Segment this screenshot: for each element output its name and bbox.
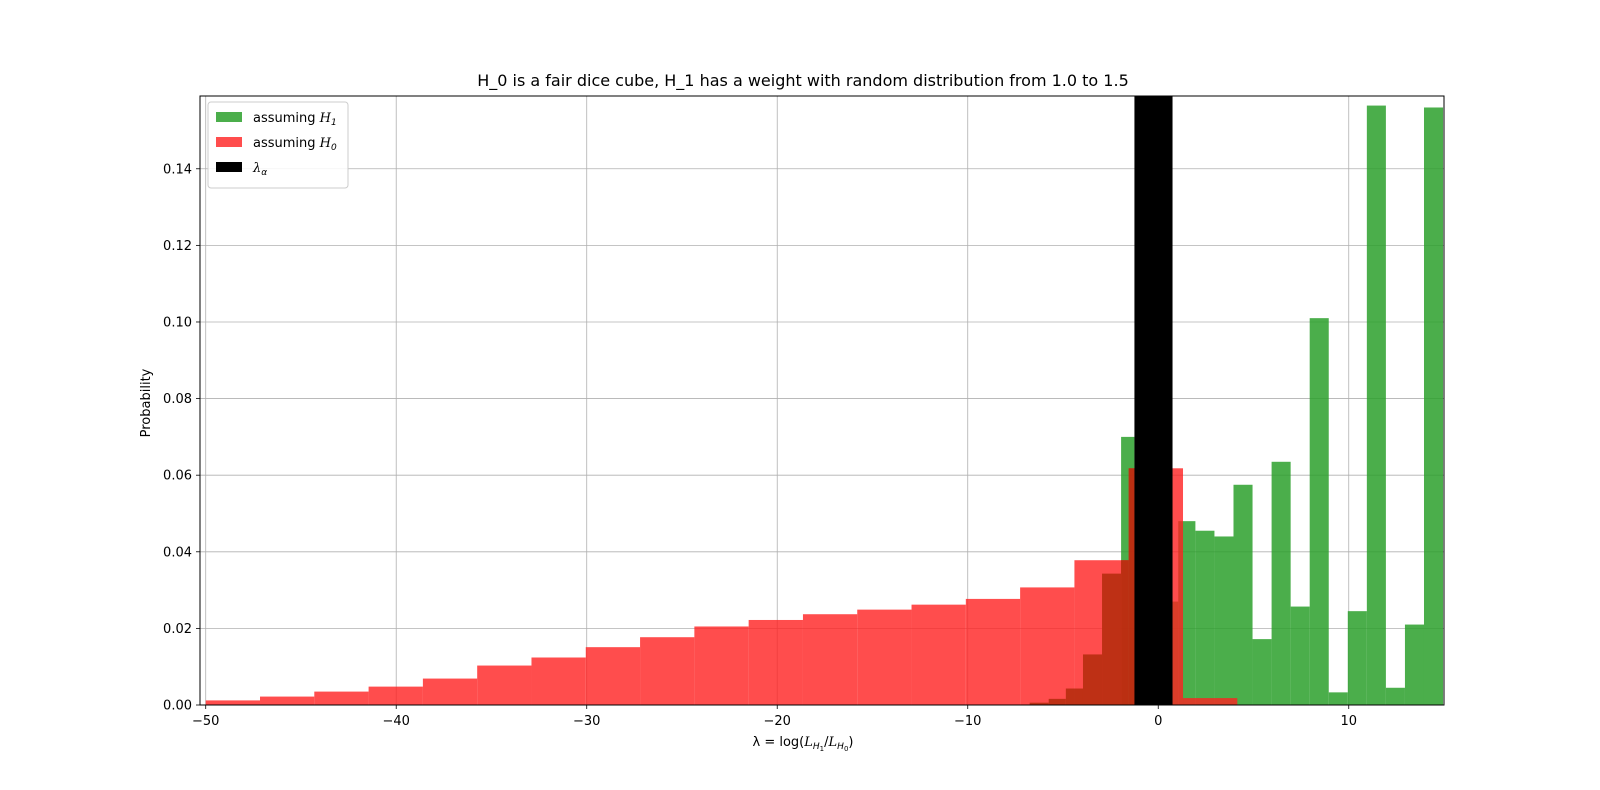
legend-symbol-lambda_alpha: λ [252, 161, 261, 176]
legend-subscript-h1: 1 [331, 118, 337, 128]
x-axis-label: λ = log(LH1/LH0) [753, 735, 854, 753]
x-tick-label: −50 [192, 714, 219, 729]
axes-frame [199, 95, 1445, 706]
bar-h0 [802, 614, 858, 705]
bar-h1 [1366, 105, 1386, 706]
x-tick-label: −40 [383, 714, 410, 729]
y-tick-label: 0.10 [163, 315, 192, 330]
x-axis-label-num-sub: H [813, 742, 820, 752]
bar-h1 [1309, 318, 1329, 705]
bar-h0 [477, 665, 532, 705]
legend-text-h0: assuming [253, 136, 320, 151]
bar-h1_cross [1065, 688, 1083, 705]
y-axis-label: Probability [139, 368, 154, 437]
bar-h0 [205, 700, 261, 705]
x-axis-label-sep: / [824, 735, 829, 750]
x-axis-label-den-subsub: 0 [844, 745, 848, 753]
series-lambda_alpha [1134, 96, 1173, 705]
bar-h1_cross [1121, 560, 1129, 705]
legend-swatch-h0 [216, 137, 242, 147]
bar-h1 [1233, 484, 1253, 705]
bar-h0 [857, 609, 912, 705]
bar-h1_cross [1102, 573, 1122, 705]
x-tick-label: 10 [1340, 714, 1357, 729]
bar-h1 [1347, 611, 1367, 705]
chart-title: H_0 is a fair dice cube, H_1 has a weigh… [477, 71, 1129, 91]
ticks: −50 −40 −30 −20 −10 0 10 0.00 0.02 0.04 0.06 0.08 0.… [163, 162, 1357, 729]
bar-h0 [911, 604, 966, 705]
bar-h0 [1020, 587, 1075, 705]
series-h1_cross [1029, 468, 1135, 705]
x-tick-label: −10 [954, 714, 981, 729]
bar-h1 [1423, 107, 1444, 706]
y-tick-label: 0.00 [163, 699, 192, 714]
x-axis-label-prefix: λ = log( [753, 735, 805, 750]
legend-subscript-h0: 0 [331, 143, 337, 153]
bar-h0 [585, 647, 641, 705]
y-tick-label: 0.02 [163, 622, 192, 637]
y-tick-label: 0.06 [163, 469, 192, 484]
x-axis-label-den-letter: L [828, 735, 838, 750]
bar-h1 [1404, 624, 1424, 705]
bar-h1_cross [1029, 702, 1049, 705]
x-tick-label: −30 [573, 714, 600, 729]
bars [205, 96, 1444, 706]
bar-h0 [260, 696, 315, 705]
x-axis-label-num-letter: L [803, 735, 813, 750]
x-axis-label-num-subsub: 1 [820, 745, 824, 753]
legend-text-h1: assuming [253, 111, 320, 126]
bar-h1_cross [1082, 654, 1103, 705]
legend-subscript-lambda_alpha: α [261, 168, 267, 178]
bar-h0 [748, 619, 803, 705]
y-tick-label: 0.08 [163, 392, 192, 407]
bar-lambda_alpha [1134, 96, 1173, 705]
legend-swatch-h1 [216, 112, 242, 122]
bar-h1 [1385, 687, 1405, 705]
bar-h1_cross [1048, 698, 1066, 705]
bar-h0 [965, 598, 1021, 705]
legend-swatch-lambda_alpha [216, 162, 242, 172]
legend-symbol-h1: H [319, 111, 332, 126]
legend-label-h1: assuming H1 [253, 111, 337, 128]
x-axis-label-suffix: ) [848, 735, 853, 750]
y-tick-label: 0.12 [163, 239, 192, 254]
bar-h1 [1195, 530, 1215, 705]
bar-h0 [694, 626, 749, 705]
bar-h1 [1214, 536, 1234, 705]
bar-h0 [531, 657, 586, 705]
y-tick-label: 0.14 [163, 162, 192, 177]
bar-h0 [314, 691, 369, 705]
bar-h1 [1290, 606, 1310, 705]
legend-label-h0: assuming H0 [253, 136, 337, 153]
x-tick-label: −20 [764, 714, 791, 729]
legend-frame [207, 101, 349, 189]
bar-h1_cross [1128, 468, 1135, 705]
bar-h0 [1183, 698, 1238, 705]
bar-h0 [422, 678, 478, 705]
bar-h1 [1271, 461, 1291, 705]
x-axis-label-den-sub: H [837, 742, 844, 752]
legend-symbol-h0: H [319, 136, 332, 151]
y-tick-label: 0.04 [163, 545, 192, 560]
bar-h1 [1328, 692, 1348, 705]
bar-h0 [368, 686, 423, 705]
legend-label-lambda_alpha: λα [252, 161, 267, 178]
bar-h0 [640, 637, 695, 705]
x-tick-label: 0 [1154, 714, 1162, 729]
bar-h1 [1252, 639, 1272, 705]
series-h0 [205, 468, 1238, 705]
